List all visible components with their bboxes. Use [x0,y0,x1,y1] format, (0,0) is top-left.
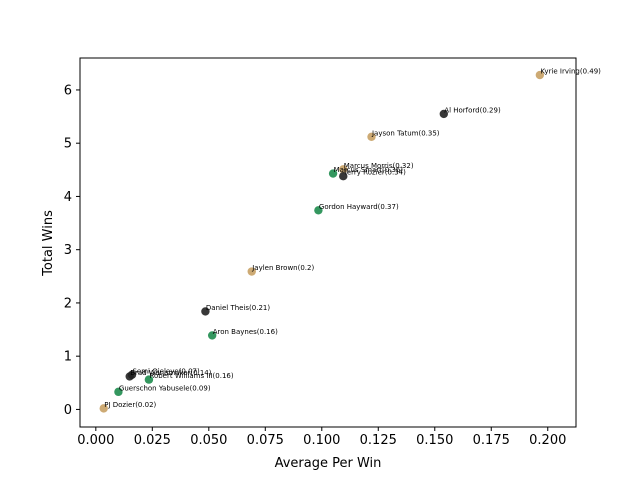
x-tick-label: 0.050 [190,433,227,448]
data-point [114,387,123,397]
data-point-label: Marcus Morris(0.32) [344,162,414,170]
x-tick-label: 0.025 [134,433,171,448]
data-point-label: Al Horford(0.29) [444,106,501,114]
data-point-label: Gordon Hayward(0.37) [319,203,399,211]
data-point [314,206,323,215]
data-point-label: Aron Baynes(0.16) [213,328,278,336]
y-tick-label: 0 [64,403,72,418]
data-point-label: Jaylen Brown(0.2) [251,264,314,272]
data-point [201,307,210,316]
data-point-label: Terry Rozier(0.34) [343,169,406,177]
x-tick-label: 0.075 [247,433,284,448]
data-point [339,172,348,181]
y-axis-ticks: 0 1 2 3 4 5 6 [64,83,80,418]
y-tick-label: 5 [64,137,72,152]
points-layer [99,70,545,413]
x-tick-label: 0.125 [360,433,397,448]
data-point-label: Jayson Tatum(0.35) [371,129,440,137]
y-tick-label: 3 [64,243,72,258]
data-point [535,70,545,80]
point-labels-layer: Kyrie Irving(0.49) Al Horford(0.29) Jayson… [104,68,601,409]
data-point [367,132,376,142]
plot-area [79,57,577,428]
x-tick-label: 0.175 [473,433,510,448]
data-point [339,165,348,174]
data-point [144,375,154,384]
data-point-label: Robert Williams III(0.16) [149,372,233,380]
data-point-label: Kyrie Irving(0.49) [540,68,601,76]
data-point [207,331,217,340]
data-point-label: Guerschon Yabusele(0.09) [119,384,211,392]
data-point-label: Marcus Smart(0.36) [334,166,404,174]
data-point-label: Semi Ojeleye(0.07) [132,367,200,375]
y-tick-label: 4 [64,190,72,205]
data-point [125,372,134,381]
data-point [99,404,108,413]
y-tick-label: 6 [64,83,72,98]
data-point-label: PJ Dozier(0.02) [104,401,156,409]
y-axis-label: Total Wins [41,210,56,277]
x-axis-label: Average Per Win [275,456,382,471]
data-point [247,267,256,276]
data-point [439,109,449,119]
x-tick-label: 0.150 [416,433,453,448]
data-point [328,169,338,178]
x-tick-label: 0.200 [529,433,566,448]
data-point-label: Brad Wanamaker(0.14) [130,369,212,377]
y-tick-label: 1 [64,350,72,365]
x-axis-ticks: 0.000 0.025 0.050 0.075 0.100 0.125 0.150 0.175… [77,427,566,448]
data-point-label: Daniel Theis(0.21) [206,304,270,312]
x-tick-label: 0.000 [77,433,114,448]
y-tick-label: 2 [64,296,72,311]
x-tick-label: 0.100 [303,433,340,448]
